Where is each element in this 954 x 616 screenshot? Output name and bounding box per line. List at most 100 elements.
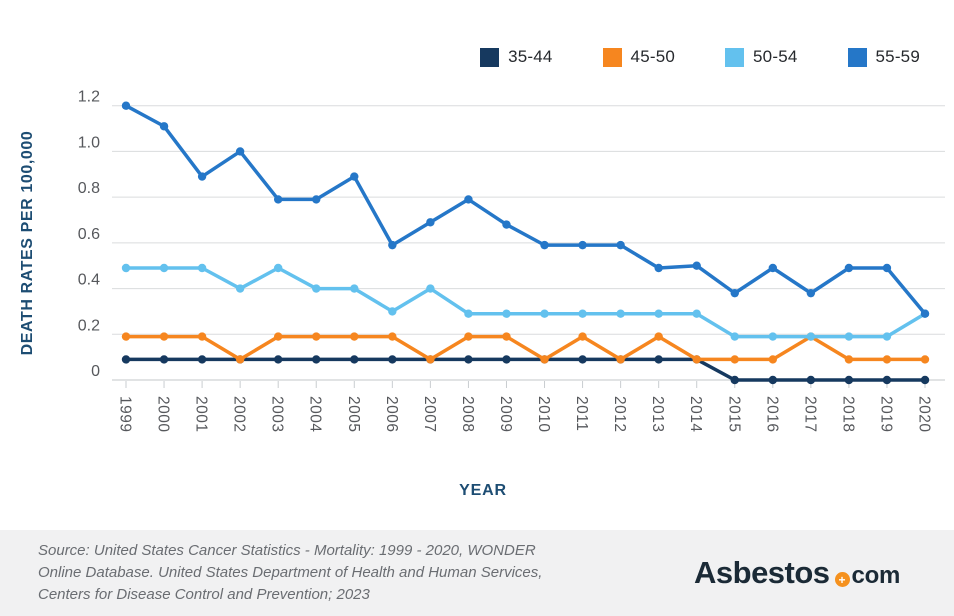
legend-swatch-icon xyxy=(480,47,500,67)
legend-item-45-50: 45-50 xyxy=(602,47,675,67)
legend-label: 50-54 xyxy=(753,47,798,66)
data-point-35-44-2005 xyxy=(350,355,359,364)
data-point-45-50-2007 xyxy=(426,355,435,364)
x-tick-label: 2004 xyxy=(307,396,324,432)
legend-label: 35-44 xyxy=(508,47,553,66)
chart-legend: 35-44 45-50 50-54 55-59 xyxy=(480,47,920,67)
x-axis-title: YEAR xyxy=(459,482,507,499)
data-point-50-54-2011 xyxy=(578,309,587,318)
asbestos-com-logo: Asbestos + com xyxy=(694,555,900,591)
data-point-50-54-2002 xyxy=(235,284,245,293)
x-tick-label: 2019 xyxy=(877,396,894,432)
data-point-35-44-2018 xyxy=(844,375,854,385)
x-tick-label: 1999 xyxy=(117,396,134,432)
data-point-45-50-2020 xyxy=(920,355,930,364)
data-point-45-50-2014 xyxy=(692,355,701,364)
data-point-45-50-2008 xyxy=(464,332,473,341)
data-point-35-44-2000 xyxy=(159,355,169,364)
source-citation: Source: United States Cancer Statistics … xyxy=(38,540,542,606)
data-point-55-59-2012 xyxy=(616,240,625,250)
data-point-50-54-1999 xyxy=(121,263,131,273)
data-point-35-44-2009 xyxy=(502,355,511,364)
data-point-55-59-2019 xyxy=(882,263,892,273)
data-point-45-50-2013 xyxy=(654,332,663,341)
x-tick-label: 2005 xyxy=(345,396,362,432)
data-point-55-59-2007 xyxy=(426,218,435,227)
data-point-50-54-2006 xyxy=(388,307,397,316)
x-tick-label: 2007 xyxy=(421,396,438,432)
data-point-35-44-2011 xyxy=(578,355,587,364)
series-line-50-54 xyxy=(124,266,927,339)
data-point-55-59-2006 xyxy=(388,240,397,250)
data-point-45-50-2001 xyxy=(197,332,207,341)
data-point-45-50-2002 xyxy=(235,355,245,364)
data-point-50-54-2004 xyxy=(312,284,321,293)
data-point-35-44-2003 xyxy=(273,355,283,364)
data-point-55-59-2010 xyxy=(540,240,549,250)
legend-item-50-54: 50-54 xyxy=(725,47,797,67)
y-tick-label: 0.4 xyxy=(78,272,100,289)
x-tick-label: 2002 xyxy=(231,396,248,432)
data-point-55-59-2009 xyxy=(502,220,511,229)
death-rates-line-chart: 0 0.2 0.4 0.6 0.8 1.0 1.2 1999 2000 2001 2002 2003 2… xyxy=(78,89,945,432)
y-tick-label: 0.6 xyxy=(78,226,100,243)
logo-tld-text: com xyxy=(851,562,901,589)
data-point-45-50-1999 xyxy=(121,332,131,341)
data-point-45-50-2019 xyxy=(882,355,892,364)
data-point-50-54-2013 xyxy=(654,309,663,318)
data-point-35-44-2016 xyxy=(768,375,778,385)
data-point-50-54-2003 xyxy=(273,263,283,273)
legend-swatch-icon xyxy=(602,47,622,67)
data-point-45-50-2004 xyxy=(312,332,321,341)
data-point-55-59-2003 xyxy=(273,195,283,204)
data-point-50-54-2014 xyxy=(692,309,701,318)
source-line-1: Source: United States Cancer Statistics … xyxy=(38,542,536,559)
data-point-45-50-2016 xyxy=(768,355,778,364)
data-point-50-54-2016 xyxy=(768,332,778,341)
x-tick-label: 2018 xyxy=(839,396,856,432)
data-point-55-59-2000 xyxy=(159,122,169,131)
data-point-45-50-2010 xyxy=(540,355,549,364)
data-point-55-59-2013 xyxy=(654,263,663,273)
source-line-3: Centers for Disease Control and Preventi… xyxy=(38,586,370,603)
y-tick-label: 0.2 xyxy=(78,317,100,334)
data-point-55-59-2001 xyxy=(197,172,207,181)
x-tick-label: 2015 xyxy=(725,396,742,432)
data-point-50-54-2005 xyxy=(350,284,359,293)
data-point-55-59-2011 xyxy=(578,240,587,250)
data-point-55-59-2016 xyxy=(768,263,778,273)
legend-label: 55-59 xyxy=(875,47,920,66)
data-point-50-54-2018 xyxy=(844,332,854,341)
data-point-35-44-2020 xyxy=(920,375,930,385)
data-point-50-54-2017 xyxy=(806,332,816,341)
data-point-45-50-2015 xyxy=(730,355,739,364)
data-point-35-44-2001 xyxy=(197,355,207,364)
data-point-50-54-2010 xyxy=(540,309,549,318)
x-tick-label: 2016 xyxy=(763,396,780,432)
x-tick-label: 2008 xyxy=(459,396,476,432)
y-tick-label: 0.8 xyxy=(78,180,100,197)
x-tick-label: 2013 xyxy=(649,396,666,432)
data-point-35-44-2004 xyxy=(312,355,321,364)
data-point-45-50-2012 xyxy=(616,355,625,364)
series-line-45-50 xyxy=(124,334,927,362)
series-line-55-59 xyxy=(124,103,927,316)
data-point-50-54-2000 xyxy=(159,263,169,273)
data-point-55-59-2015 xyxy=(730,288,739,298)
legend-swatch-icon xyxy=(847,47,867,67)
data-point-35-44-2017 xyxy=(806,375,816,385)
data-point-45-50-2018 xyxy=(844,355,854,364)
data-point-45-50-2003 xyxy=(273,332,283,341)
y-tick-label: 1.0 xyxy=(78,134,100,151)
data-point-55-59-2002 xyxy=(235,147,245,156)
data-point-35-44-1999 xyxy=(121,355,131,364)
data-point-35-44-2019 xyxy=(882,375,892,385)
x-tick-label: 2020 xyxy=(916,396,933,432)
data-point-50-54-2007 xyxy=(426,284,435,293)
data-point-50-54-2012 xyxy=(616,309,625,318)
data-point-50-54-2015 xyxy=(730,332,739,341)
x-tick-label: 2000 xyxy=(155,396,172,432)
y-tick-label: 1.2 xyxy=(78,89,100,106)
footer-bar: Source: United States Cancer Statistics … xyxy=(0,530,954,616)
logo-brand-text: Asbestos xyxy=(694,555,830,590)
